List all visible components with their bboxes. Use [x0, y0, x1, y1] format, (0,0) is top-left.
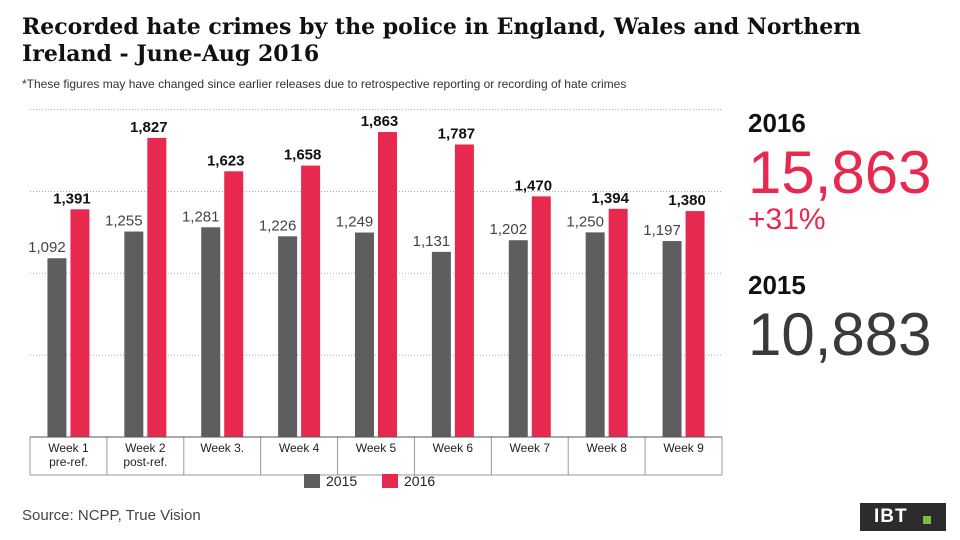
totals-panel: 2016 15,863 +31% 2015 10,883 [748, 108, 932, 366]
data-label-2015: 1,250 [566, 213, 604, 230]
x-tick-label: post-ref. [123, 455, 167, 469]
chart-subtitle: *These figures may have changed since ea… [22, 77, 627, 91]
year-2016-label: 2016 [748, 108, 806, 138]
total-2015-value: 10,883 [748, 301, 932, 368]
bar-2016 [608, 208, 628, 437]
chart-title: Recorded hate crimes by the police in En… [22, 14, 861, 67]
legend-label-2016: 2016 [404, 473, 435, 489]
legend-swatch-2015 [304, 474, 320, 488]
data-label-2015: 1,226 [259, 217, 297, 234]
data-label-2016: 1,827 [130, 119, 168, 136]
bar-2015 [355, 232, 374, 437]
bar-2016 [531, 196, 551, 437]
bar-2015 [585, 232, 605, 437]
bar-2016 [685, 211, 705, 437]
bar-2015 [278, 236, 298, 437]
data-label-2015: 1,281 [182, 208, 220, 225]
x-tick-label: Week 9 [663, 441, 704, 455]
bar-2016 [454, 144, 474, 438]
x-tick-label: Week 6 [433, 441, 474, 455]
bar-2016 [147, 137, 167, 437]
ibt-logo: IBT [860, 503, 946, 531]
bar-2015 [431, 251, 451, 437]
logo-text: IBT [874, 506, 908, 527]
x-tick-label: pre-ref. [49, 455, 88, 469]
data-label-2016: 1,658 [284, 147, 322, 164]
bar-2016 [224, 171, 244, 438]
data-label-2015: 1,131 [413, 233, 451, 250]
x-tick-label: Week 4 [279, 441, 320, 455]
legend-swatch-2016 [382, 474, 398, 488]
percent-change: +31% [748, 203, 826, 236]
total-2016-value: 15,863 [748, 139, 932, 206]
year-2015-label: 2015 [748, 270, 806, 300]
data-label-2015: 1,202 [490, 221, 528, 238]
data-label-2015: 1,255 [105, 213, 143, 230]
legend-label-2015: 2015 [326, 473, 357, 489]
x-tick-label: Week 3. [200, 441, 244, 455]
source-note: Source: NCPP, True Vision [22, 507, 201, 524]
bar-2015 [124, 231, 144, 437]
data-label-2015: 1,197 [643, 222, 681, 239]
bar-2015 [201, 227, 221, 437]
bar-2016 [70, 209, 90, 437]
bar-2015 [508, 240, 528, 437]
data-label-2016: 1,470 [515, 177, 553, 194]
data-label-2016: 1,623 [207, 152, 245, 169]
logo-dot-icon [923, 516, 931, 524]
data-label-2016: 1,380 [668, 192, 706, 209]
x-tick-label: Week 1 [48, 441, 89, 455]
data-label-2015: 1,092 [28, 239, 66, 256]
x-tick-label: Week 5 [356, 441, 397, 455]
bar-2015 [662, 241, 682, 437]
data-label-2016: 1,394 [591, 190, 629, 207]
bar-2016 [301, 165, 321, 438]
data-label-2015: 1,249 [336, 214, 374, 231]
x-tick-label: Week 8 [586, 441, 627, 455]
data-label-2016: 1,787 [438, 125, 476, 142]
data-label-2016: 1,863 [361, 113, 399, 130]
bar-2015 [47, 258, 67, 437]
x-tick-label: Week 7 [510, 441, 551, 455]
x-tick-label: Week 2 [125, 441, 166, 455]
data-label-2016: 1,391 [53, 190, 91, 207]
bar-2016 [378, 132, 397, 437]
